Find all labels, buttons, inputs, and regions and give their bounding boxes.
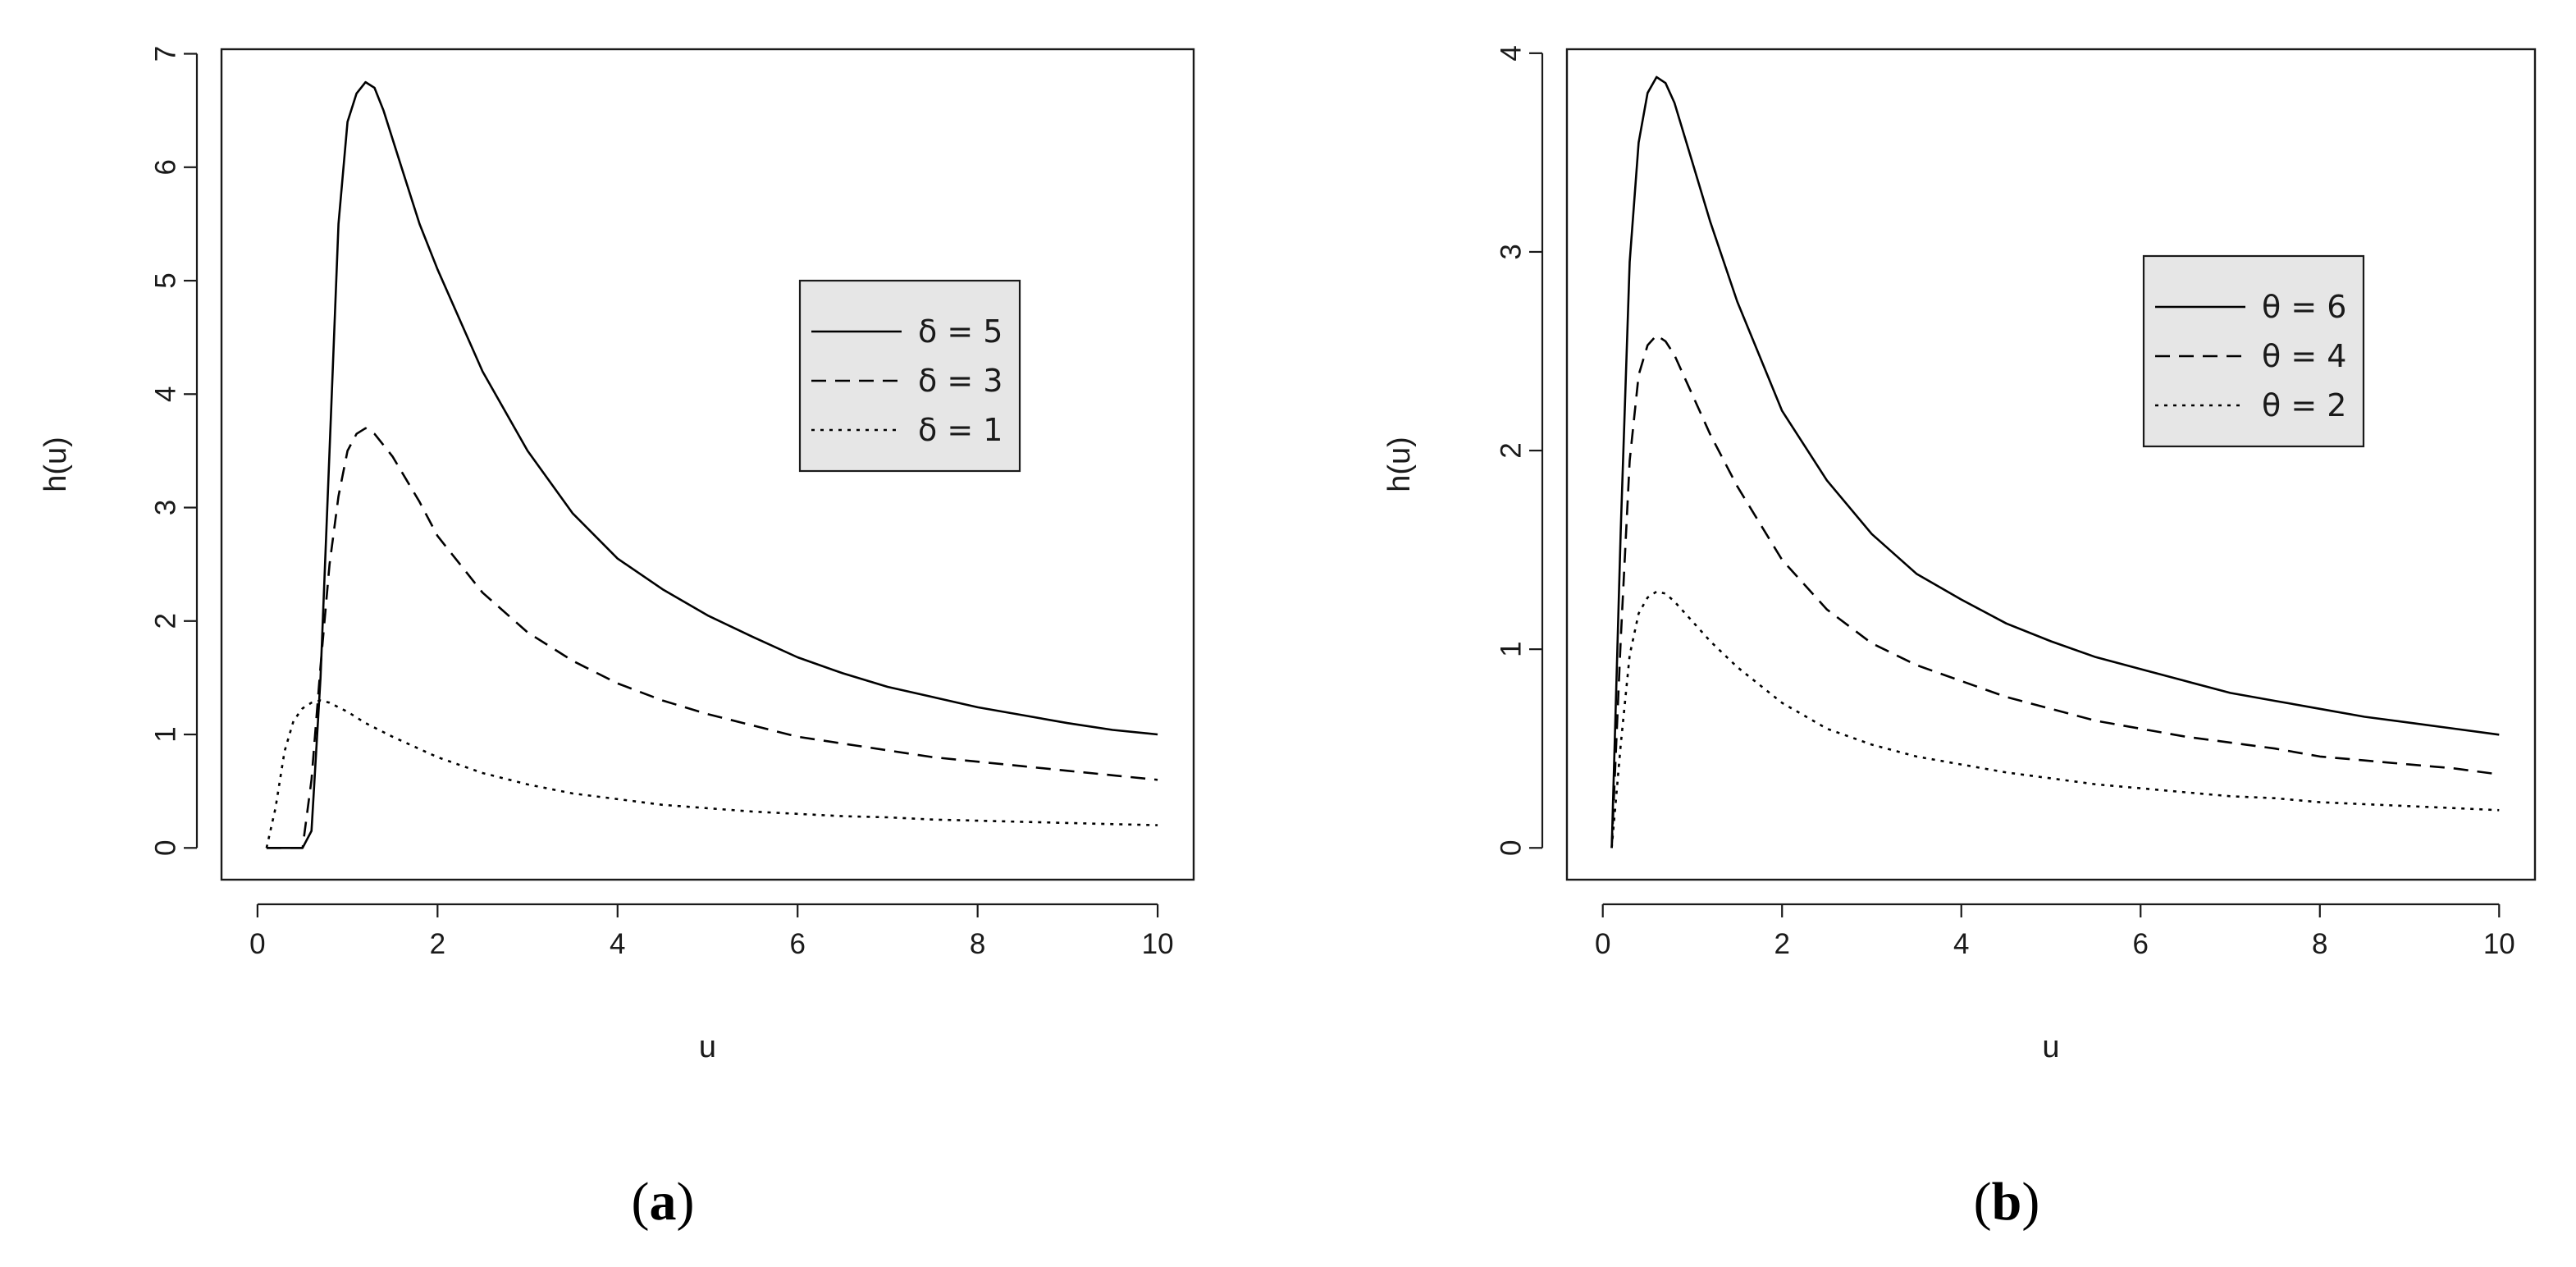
chart-panel-a: 0 2 4 6 8 10 0 1 2 3 4 5 6 7 u h(u) δ = 5 δ = 3 δ = 1 (a)	[39, 46, 1195, 1232]
y-tick-label: 4	[1496, 45, 1528, 61]
y-tick-label: 7	[150, 46, 182, 62]
plot-frame	[1565, 48, 2537, 881]
y-axis-label: h(u)	[1382, 437, 1417, 492]
y-axis-label: h(u)	[39, 437, 73, 492]
x-tick-label: 10	[2483, 928, 2515, 960]
legend-box	[798, 279, 1021, 473]
x-tick-label: 2	[430, 928, 445, 960]
panel-label-close: )	[2021, 1172, 2039, 1232]
legend: θ = 6 θ = 4 θ = 2	[2142, 254, 2365, 448]
y-tick-label: 1	[150, 726, 182, 742]
series-line-1	[266, 80, 1158, 849]
legend-label: δ = 5	[918, 313, 1003, 350]
plot-frame	[220, 48, 1195, 881]
x-tick-label: 6	[2133, 928, 2149, 960]
y-tick-label: 0	[1496, 840, 1528, 856]
x-tick-label: 0	[249, 928, 265, 960]
legend-label: δ = 1	[918, 412, 1003, 448]
y-tick-label: 2	[1496, 442, 1528, 458]
series-line-2	[266, 427, 1158, 849]
legend-label: θ = 6	[2262, 289, 2346, 325]
x-axis-label: u	[699, 1030, 716, 1064]
y-tick-label: 3	[150, 500, 182, 515]
series-line-3	[1610, 590, 2500, 848]
y-tick-label: 1	[1496, 641, 1528, 656]
legend-label: θ = 2	[2262, 387, 2346, 423]
x-tick-label: 4	[1953, 928, 1969, 960]
y-tick-label: 0	[150, 840, 182, 856]
x-tick-label: 8	[970, 928, 985, 960]
series-line-2	[1610, 334, 2500, 848]
y-tick-label: 3	[1496, 244, 1528, 259]
x-tick-label: 2	[1774, 928, 1789, 960]
panel-label: (a)	[632, 1172, 695, 1232]
legend-label: θ = 4	[2262, 338, 2346, 374]
panel-label-letter: a	[650, 1172, 677, 1232]
panel-label-open: (	[632, 1172, 650, 1232]
legend-label: δ = 3	[918, 363, 1003, 399]
legend: δ = 5 δ = 3 δ = 1	[798, 279, 1021, 473]
series-line-3	[265, 699, 1158, 848]
panel-label-open: (	[1974, 1172, 1992, 1232]
y-tick-label: 4	[150, 387, 182, 402]
y-tick-label: 2	[150, 613, 182, 629]
x-tick-label: 0	[1595, 928, 1610, 960]
y-tick-label: 6	[150, 159, 182, 175]
panel-label-letter: b	[1992, 1172, 2022, 1232]
x-axis-label: u	[2042, 1030, 2059, 1064]
x-tick-label: 8	[2312, 928, 2327, 960]
series-line-1	[1610, 75, 2500, 848]
chart-panel-b: 0 2 4 6 8 10 0 1 2 3 4 u h(u) θ = 6 θ = 4 θ = 2 (b)	[1382, 45, 2537, 1232]
x-tick-label: 10	[1142, 928, 1174, 960]
x-tick-label: 4	[610, 928, 625, 960]
legend-box	[2142, 254, 2365, 448]
x-tick-label: 6	[789, 928, 805, 960]
panel-label: (b)	[1974, 1172, 2040, 1232]
panel-label-close: )	[677, 1172, 695, 1232]
y-tick-label: 5	[150, 272, 182, 288]
